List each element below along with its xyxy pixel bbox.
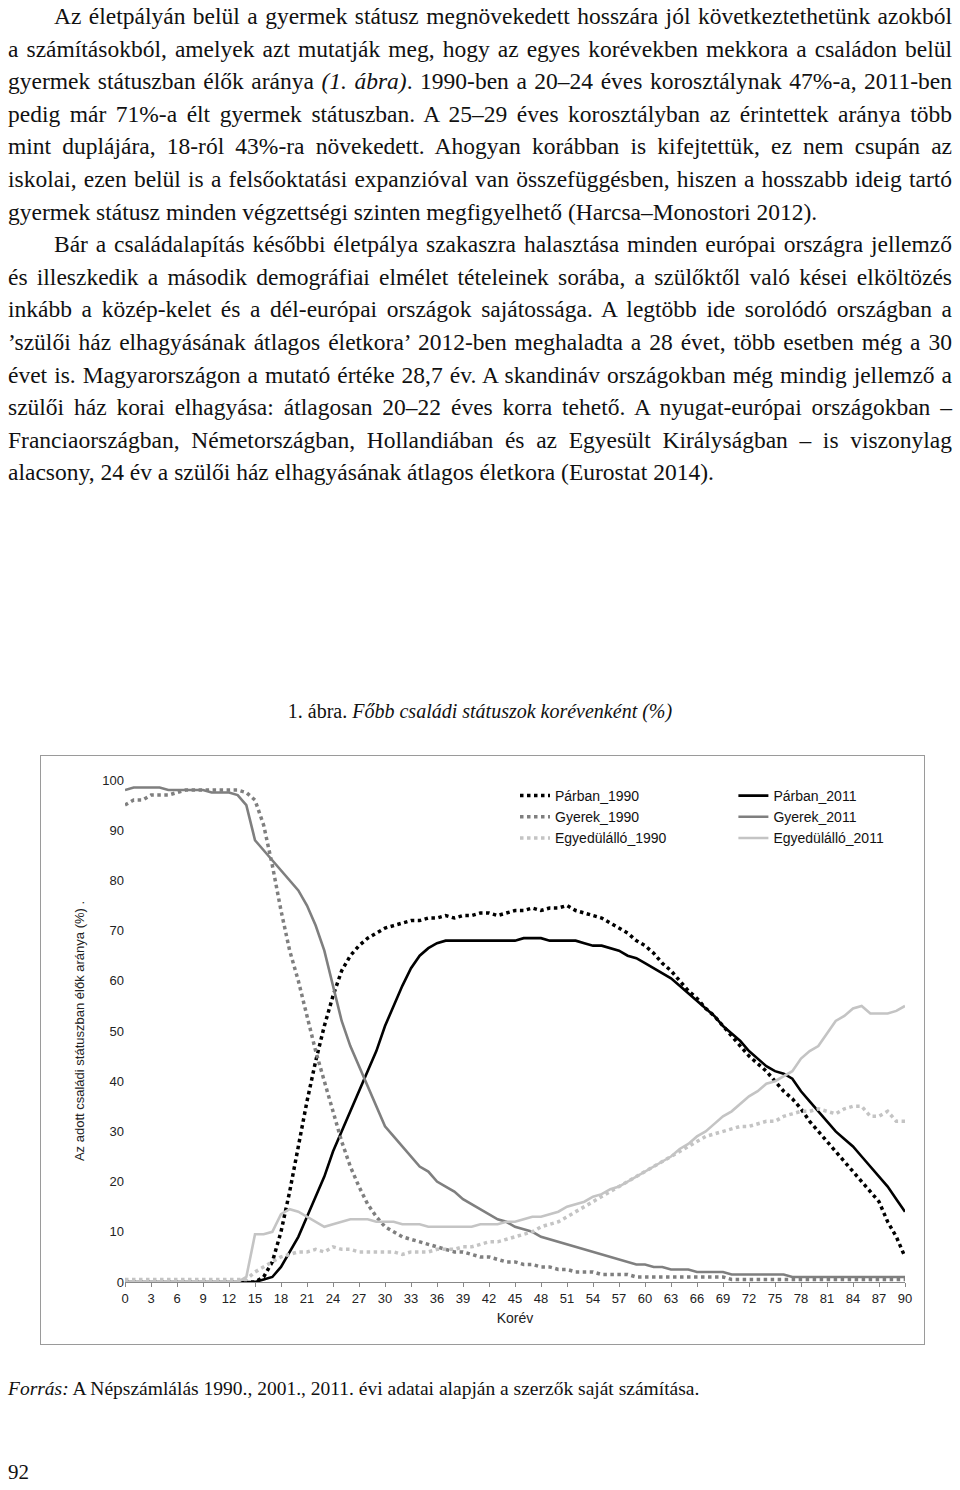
html-text:Forrás: A Népszámlálás 1990.,: Forrás: A Népszámlálás 1990., 2001., 201…: [8, 1378, 700, 1399]
svg-text:Párban_2011: Párban_2011: [773, 788, 856, 804]
svg-text:Gyerek_1990: Gyerek_1990: [555, 809, 639, 825]
svg-text:30: 30: [378, 1291, 392, 1306]
svg-text:87: 87: [872, 1291, 886, 1306]
svg-text:57: 57: [612, 1291, 626, 1306]
svg-text:84: 84: [846, 1291, 860, 1306]
svg-text:42: 42: [482, 1291, 496, 1306]
svg-text:0: 0: [117, 1275, 124, 1290]
svg-text:Párban_1990: Párban_1990: [555, 788, 639, 804]
svg-text:66: 66: [690, 1291, 704, 1306]
svg-text:39: 39: [456, 1291, 470, 1306]
svg-text:18: 18: [274, 1291, 288, 1306]
svg-text:69: 69: [716, 1291, 730, 1306]
svg-text:Az adott családi státuszban él: Az adott családi státuszban élők aránya …: [72, 901, 87, 1161]
svg-text:33: 33: [404, 1291, 418, 1306]
svg-text:Gyerek_2011: Gyerek_2011: [773, 809, 856, 825]
svg-text:51: 51: [560, 1291, 574, 1306]
svg-text:63: 63: [664, 1291, 678, 1306]
svg-text:Egyedülálló_1990: Egyedülálló_1990: [555, 830, 667, 846]
svg-text:10: 10: [110, 1224, 124, 1239]
svg-text:72: 72: [742, 1291, 756, 1306]
svg-text:80: 80: [110, 873, 124, 888]
svg-text:60: 60: [638, 1291, 652, 1306]
svg-text:27: 27: [352, 1291, 366, 1306]
svg-text:30: 30: [110, 1124, 124, 1139]
svg-text:36: 36: [430, 1291, 444, 1306]
svg-text:20: 20: [110, 1174, 124, 1189]
svg-text:Egyedülálló_2011: Egyedülálló_2011: [773, 830, 883, 846]
svg-text:100: 100: [102, 773, 124, 788]
html-text:1. ábra. Főbb családi státuszo: 1. ábra. Főbb családi státuszok korévenk…: [287, 700, 673, 722]
svg-text:78: 78: [794, 1291, 808, 1306]
svg-text:45: 45: [508, 1291, 522, 1306]
svg-text:50: 50: [110, 1024, 124, 1039]
svg-text:21: 21: [300, 1291, 314, 1306]
html-text:Az életpályán belül a gyermek: Az életpályán belül a gyermek státusz me…: [8, 3, 952, 225]
svg-text:75: 75: [768, 1291, 782, 1306]
html-text:Bár a családalapítás későbbi é: Bár a családalapítás későbbi életpálya s…: [8, 231, 952, 486]
svg-text:Korév: Korév: [497, 1310, 534, 1326]
svg-text:9: 9: [199, 1291, 206, 1306]
svg-text:60: 60: [110, 973, 124, 988]
svg-text:90: 90: [898, 1291, 912, 1306]
svg-text:48: 48: [534, 1291, 548, 1306]
svg-text:24: 24: [326, 1291, 340, 1306]
svg-text:40: 40: [110, 1074, 124, 1089]
svg-text:0: 0: [121, 1291, 128, 1306]
html-text:92: 92: [8, 1460, 29, 1484]
svg-text:12: 12: [222, 1291, 236, 1306]
svg-text:81: 81: [820, 1291, 834, 1306]
svg-text:3: 3: [147, 1291, 154, 1306]
svg-text:54: 54: [586, 1291, 600, 1306]
svg-text:6: 6: [173, 1291, 180, 1306]
svg-text:15: 15: [248, 1291, 262, 1306]
svg-text:90: 90: [110, 823, 124, 838]
svg-text:70: 70: [110, 923, 124, 938]
